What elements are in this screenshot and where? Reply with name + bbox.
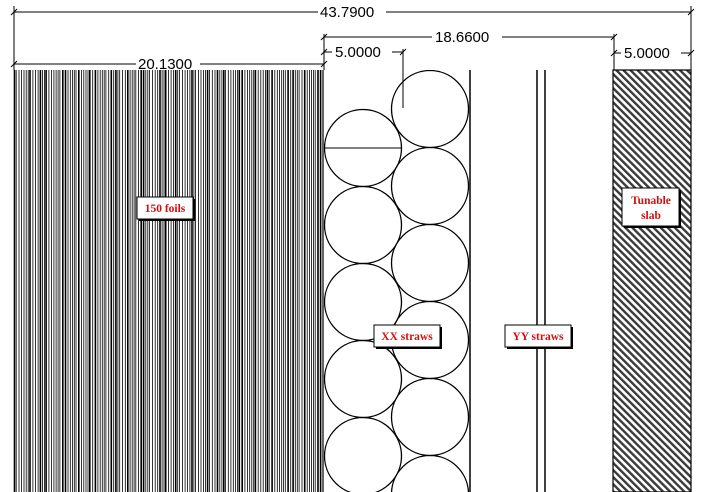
dim-diameter-text: 5.0000 [335,44,381,61]
foils-label: 150 foils [136,196,195,221]
slab-label: Tunable slab [621,187,681,228]
foils-label-text: 150 foils [145,203,186,215]
yy-straws-label: YY straws [504,324,573,349]
xx-straw-tube-right [390,454,470,492]
dimension-tick [320,33,328,41]
dimension-tick [320,60,328,68]
xx-straw-tube-right [390,377,470,457]
dimension-ticks [10,8,695,68]
dim-slab-text: 5.0000 [624,45,670,62]
yy-straws-label-text: YY straws [513,331,565,343]
xx-straws-label-text: XX straws [381,331,433,343]
slab-label-line1: Tunable [631,195,671,207]
dimension-tick [10,60,18,68]
tunable-slab [612,69,692,492]
xx-straw-tube-left [324,416,403,492]
dimension-tick [610,33,618,41]
dim-total-text: 43.7900 [320,4,374,21]
dimension-tick [320,48,328,56]
dimension-tick [610,49,618,57]
xx-straw-tube-left [324,339,403,419]
dimension-tick [10,8,18,16]
dimension-tick [687,49,695,57]
foil-stack [13,70,324,492]
dimension-lines [13,6,692,149]
dim-foils-text: 20.1300 [138,56,192,73]
xx-straw-tube-left [324,185,403,265]
xx-straw-tube-right [390,223,470,303]
xx-straws-label: XX straws [373,324,442,349]
dimension-tick [687,8,695,16]
slab-label-line2: slab [641,210,661,222]
dimension-tick [399,48,407,56]
xx-straw-tube-right [390,146,470,226]
straw-array [324,70,470,492]
dim-straw-text: 18.6600 [435,29,489,46]
